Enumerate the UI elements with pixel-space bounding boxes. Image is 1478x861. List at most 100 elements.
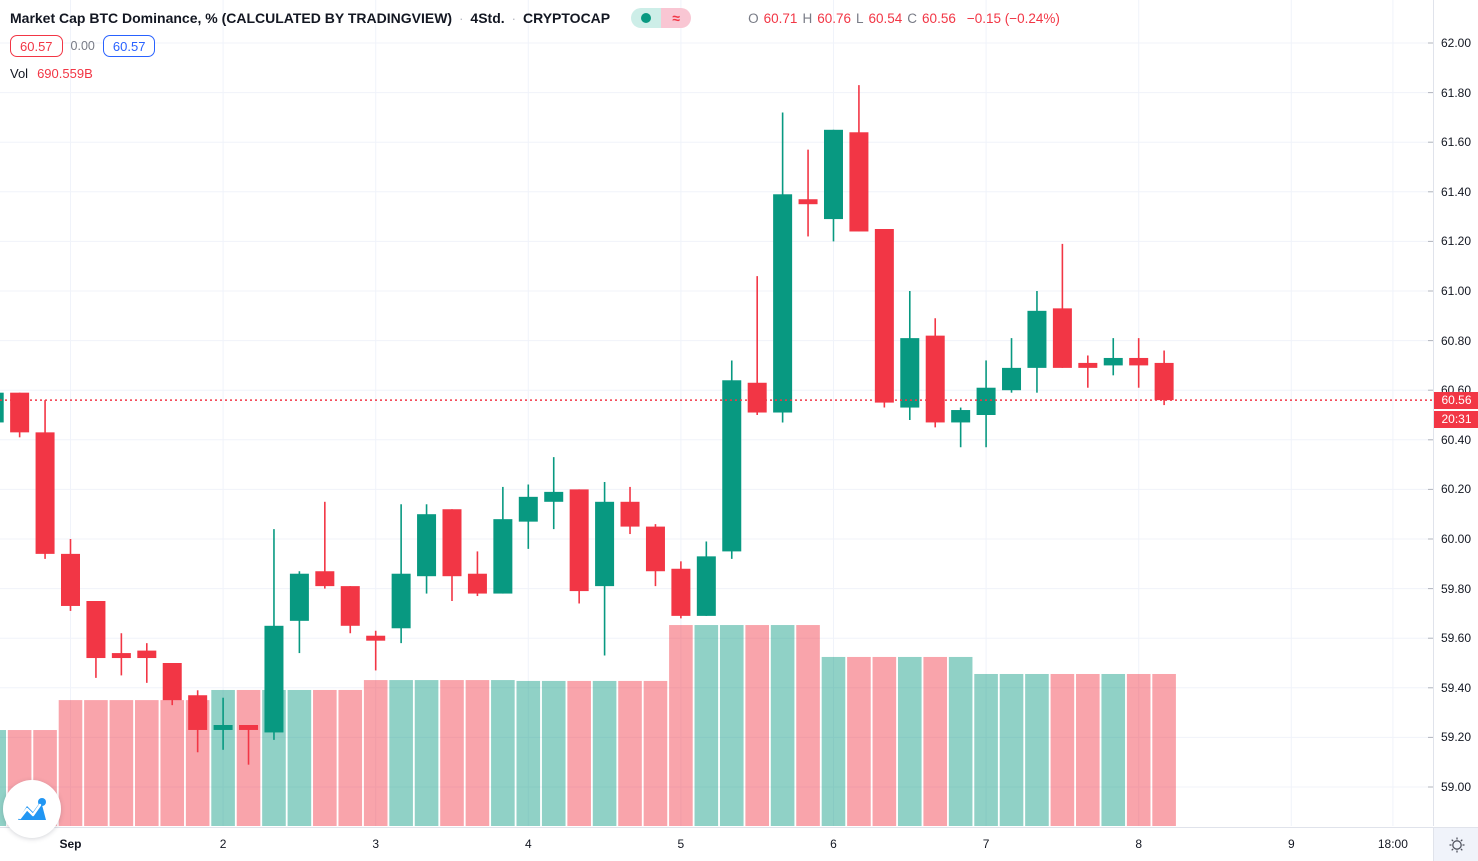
close-label: C: [907, 10, 918, 26]
volume-bar: [948, 656, 973, 826]
candle-body: [518, 496, 538, 522]
exchange-label[interactable]: CRYPTOCAP: [523, 10, 611, 26]
candle-countdown-label: 20:31: [1434, 410, 1478, 428]
candle-body: [823, 129, 843, 220]
candle-body: [696, 556, 716, 616]
price-tick-label: 61.60: [1441, 135, 1472, 150]
candle-body: [1027, 310, 1047, 368]
time-tick-label: Sep: [59, 837, 82, 851]
volume-bar: [465, 680, 490, 826]
indicator-values-row: 60.57 0.00 60.57: [10, 34, 1060, 58]
volume-bar: [414, 680, 439, 826]
time-tick-label: 6: [830, 837, 837, 851]
change-zero-value: 0.00: [70, 39, 95, 53]
volume-bar: [1152, 673, 1176, 826]
candle-body: [900, 338, 920, 408]
candles-toggle-icon[interactable]: [631, 8, 662, 28]
volume-bar: [109, 700, 134, 826]
candle-body: [391, 573, 411, 629]
high-label: H: [802, 10, 813, 26]
price-tick-label: 59.60: [1441, 631, 1472, 646]
volume-bar: [440, 680, 464, 826]
candle-body: [1103, 357, 1123, 366]
candle-body: [798, 199, 818, 205]
approx-toggle-icon[interactable]: ≈: [661, 8, 692, 28]
price-tick-label: 60.80: [1441, 333, 1472, 348]
price-tick-label: 60.40: [1441, 432, 1472, 447]
volume-bar: [84, 700, 108, 826]
candle-body: [289, 573, 309, 621]
source-toggle-pill[interactable]: ≈: [631, 8, 692, 28]
high-value: 60.76: [817, 10, 851, 26]
axis-settings-corner[interactable]: [1433, 827, 1478, 861]
price-axis[interactable]: 60.56 20:31 62.00 61.80 61.60 61.40 61.20 61.…: [1433, 0, 1478, 826]
last-price-label[interactable]: 60.56: [1434, 391, 1478, 409]
price-tick-label: 62.00: [1441, 36, 1472, 50]
volume-bar: [897, 656, 922, 826]
price-tick-label: 61.40: [1441, 184, 1472, 199]
candle-body: [620, 501, 640, 527]
volume-bar: [796, 625, 820, 826]
low-price-box: 60.57: [10, 35, 63, 57]
candle-body: [951, 410, 971, 423]
candle-body: [239, 725, 259, 730]
volume-bar: [669, 625, 693, 826]
candle-body: [442, 509, 462, 577]
interval-label[interactable]: 4Std.: [470, 10, 505, 26]
candle-body: [162, 663, 182, 701]
volume-bar: [541, 680, 566, 826]
price-tick-label: 60.00: [1441, 532, 1472, 546]
candle-body: [1052, 308, 1072, 368]
separator-dot: ·: [459, 10, 464, 26]
volume-bar: [1050, 673, 1075, 826]
time-axis[interactable]: Sep 2 3 4 5 6 7 8 9 18:00: [0, 827, 1433, 861]
price-tick-label: 61.80: [1441, 85, 1472, 100]
price-tick-label: 60.20: [1441, 482, 1472, 497]
change-value: −0.15 (−0.24%): [966, 10, 1060, 26]
volume-bar: [719, 625, 744, 826]
volume-bar: [160, 700, 185, 826]
candle-body: [925, 335, 945, 423]
volume-bar: [872, 656, 897, 826]
price-tick-label: 59.40: [1441, 680, 1472, 695]
volume-bar: [1076, 673, 1100, 826]
candle-body: [493, 519, 513, 594]
price-tick-label: 59.00: [1441, 780, 1472, 794]
volume-bar: [313, 689, 337, 826]
candle-body: [569, 489, 589, 592]
time-tick-label: 7: [982, 837, 990, 851]
time-tick-label: 4: [524, 837, 532, 851]
symbol-title[interactable]: Market Cap BTC Dominance, % (CALCULATED …: [10, 10, 453, 26]
candle-body: [137, 650, 157, 659]
candle-body: [35, 432, 55, 554]
candle-body: [213, 725, 233, 730]
candle-body: [60, 553, 80, 606]
time-tick-label: 3: [372, 837, 380, 851]
candle-body: [1002, 367, 1022, 391]
volume-bar: [338, 689, 363, 826]
time-tick-label: 18:00: [1377, 837, 1408, 851]
volume-bar: [974, 673, 998, 826]
volume-bar: [58, 700, 83, 826]
volume-bar: [567, 680, 591, 826]
low-value: 60.54: [868, 10, 903, 26]
candle-body: [1154, 362, 1174, 401]
candle-body: [544, 491, 564, 502]
volume-bar: [1025, 673, 1049, 826]
volume-bar: [618, 680, 642, 826]
tradingview-logo[interactable]: [3, 780, 61, 838]
candle-body: [417, 514, 437, 577]
candle-body: [595, 501, 615, 587]
volume-bar: [516, 680, 541, 826]
volume-value: 690.559B: [37, 66, 93, 81]
candle-body: [315, 571, 335, 587]
candle-body: [10, 392, 30, 433]
candle-body: [0, 392, 4, 423]
volume-bar: [363, 680, 388, 826]
time-tick-label: 5: [677, 837, 685, 851]
high-price-box: 60.57: [102, 35, 156, 57]
volume-bar: [1101, 673, 1126, 826]
candle-body: [976, 387, 996, 415]
